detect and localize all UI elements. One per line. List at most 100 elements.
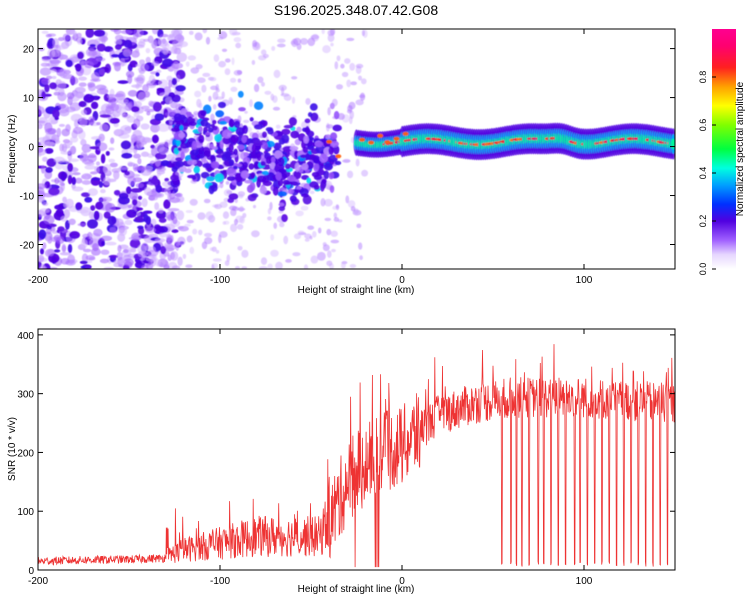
heatmap-cell <box>95 201 104 210</box>
heatmap-cell <box>59 68 68 79</box>
heatmap-cell <box>258 121 264 125</box>
heatmap-cell <box>312 231 317 238</box>
heatmap-cell <box>233 148 238 156</box>
heatmap-cell <box>193 165 200 174</box>
heatmap-cell <box>80 265 86 269</box>
heatmap-cell <box>259 186 267 195</box>
heatmap-cell <box>233 218 239 226</box>
heatmap-cell <box>171 77 177 86</box>
heatmap-cell <box>170 174 180 182</box>
snr-y-axis: 0 100 200 300 400 <box>17 331 675 577</box>
heatmap-cell <box>283 94 292 101</box>
heatmap-cell <box>215 110 225 118</box>
heatmap-cell <box>126 247 137 252</box>
heatmap-cell <box>91 72 100 82</box>
heatmap-cell <box>289 145 299 151</box>
heatmap-cell <box>350 205 356 212</box>
heatmap-cell <box>330 230 338 237</box>
heatmap-cell <box>359 92 366 101</box>
heatmap-cell <box>159 232 168 238</box>
colorbar-tick-label: 0.6 <box>698 119 708 132</box>
heatmap-cell <box>39 67 52 76</box>
heatmap-cell <box>261 131 268 138</box>
heatmap-cell <box>117 196 130 205</box>
heatmap-cell <box>341 71 349 78</box>
heatmap-cell <box>43 214 55 225</box>
heatmap-cell <box>134 216 144 222</box>
heatmap-cell <box>234 266 241 269</box>
heatmap-cell <box>38 254 45 263</box>
heatmap-cell <box>310 255 319 264</box>
heatmap-cell <box>281 86 285 96</box>
heatmap-cell <box>238 107 246 112</box>
heatmap-cell <box>205 131 211 136</box>
heatmap-cell <box>222 136 232 145</box>
heatmap-cell <box>151 134 159 144</box>
heatmap-cell <box>219 120 228 125</box>
heatmap-cell <box>133 153 141 159</box>
x-tick-label: 0 <box>399 275 405 286</box>
heatmap-cell <box>189 246 195 254</box>
heatmap-cell <box>113 61 122 72</box>
heatmap-cell <box>327 107 331 116</box>
heatmap-cell <box>235 42 242 49</box>
heatmap-cell <box>143 235 155 244</box>
x-tick-label: -100 <box>210 576 230 587</box>
heatmap-cell <box>42 242 47 250</box>
heatmap-cell <box>281 134 290 144</box>
heatmap-cell <box>258 266 268 269</box>
heatmap-cell <box>309 103 318 111</box>
heatmap-cell <box>120 124 132 135</box>
heatmap-cell <box>159 33 169 38</box>
heatmap-cell <box>54 177 60 185</box>
heatmap-cell <box>164 261 170 269</box>
heatmap-cell <box>249 117 254 122</box>
heatmap-cell <box>85 48 96 57</box>
heatmap-cell <box>101 241 106 247</box>
heatmap-cell <box>131 173 141 177</box>
heatmap-cell <box>51 75 57 80</box>
heatmap-cell <box>205 211 214 221</box>
heatmap-cell <box>270 249 279 257</box>
heatmap-cell <box>333 145 340 155</box>
heatmap-cell <box>240 170 250 179</box>
heatmap-cell <box>140 123 150 130</box>
heatmap-cell <box>58 123 66 127</box>
heatmap-cell <box>67 174 73 185</box>
heatmap-cell <box>244 110 248 114</box>
heatmap-cell <box>59 252 72 256</box>
heatmap-cell <box>224 68 231 76</box>
heatmap-cell <box>177 147 182 151</box>
heatmap-cell <box>210 184 218 192</box>
heatmap-cell <box>155 72 160 77</box>
heatmap-cell <box>84 161 95 166</box>
heatmap-cell <box>179 124 184 131</box>
heatmap-cell <box>117 244 122 253</box>
heatmap-cell <box>77 223 87 227</box>
heatmap-cell <box>198 102 203 109</box>
heatmap-cell <box>215 148 224 155</box>
heatmap-cell <box>55 79 62 84</box>
heatmap-cell <box>266 140 275 148</box>
heatmap-cell <box>200 110 207 116</box>
heatmap-cell <box>109 162 118 168</box>
heatmap-cell <box>74 86 86 94</box>
heatmap-cell <box>152 78 157 83</box>
heatmap-cell <box>90 101 99 110</box>
x-tick-label: -200 <box>28 275 48 286</box>
colorbar-label: Normalized spectral amplitude <box>735 81 746 216</box>
heatmap-cell <box>118 106 127 116</box>
heatmap-cell <box>248 163 255 170</box>
heatmap-cell <box>143 187 152 196</box>
heatmap-cell <box>60 215 68 222</box>
heatmap-cell <box>251 230 260 238</box>
heatmap-cell <box>281 128 291 135</box>
heatmap-cell <box>289 195 297 203</box>
heatmap-cell <box>296 126 302 133</box>
heatmap-cell <box>130 188 143 193</box>
heatmap-cell <box>333 111 340 120</box>
heatmap-cell <box>164 139 171 148</box>
heatmap-cell <box>291 76 298 80</box>
heatmap-cell <box>335 204 339 209</box>
heatmap-cell <box>77 51 84 60</box>
